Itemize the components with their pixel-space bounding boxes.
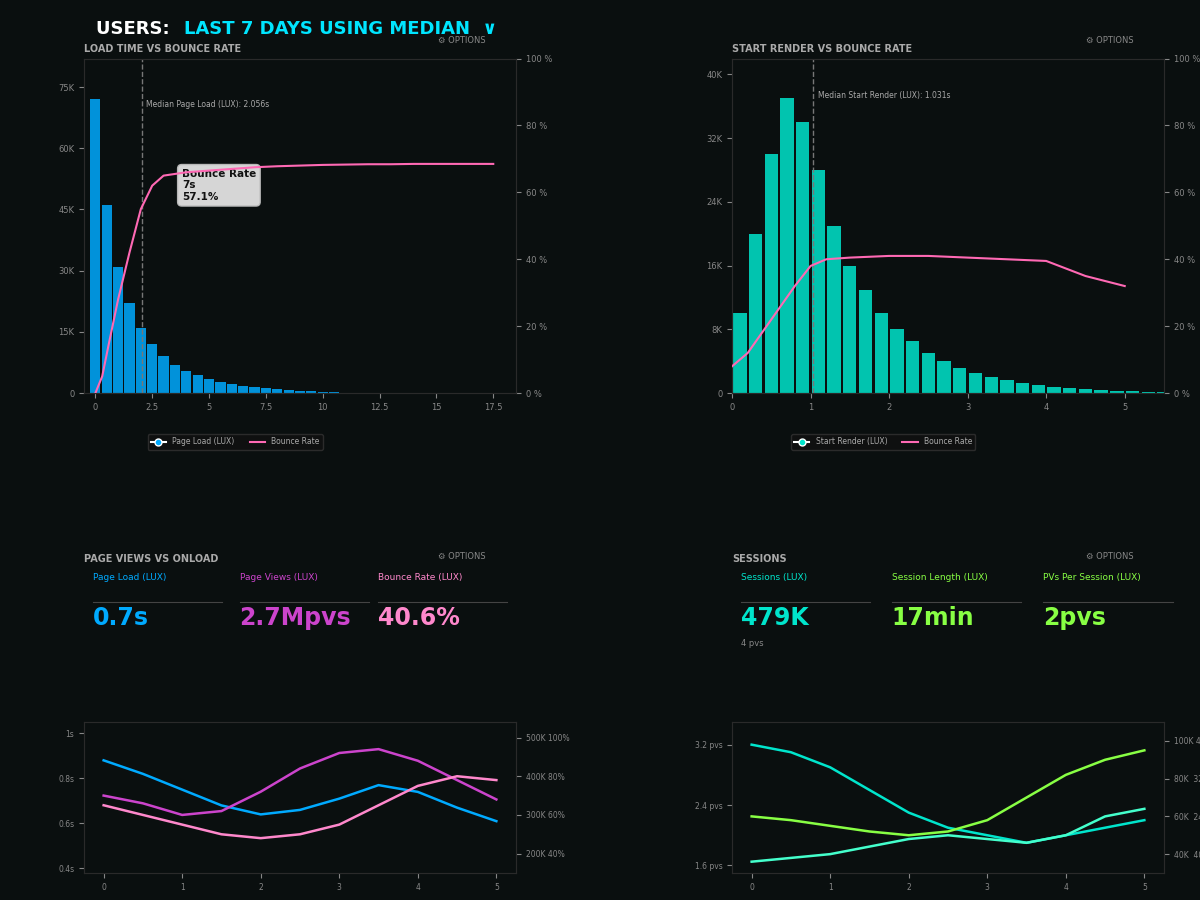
Text: 40.6%: 40.6%: [378, 607, 460, 630]
Bar: [1094, 390, 1108, 393]
Bar: [283, 390, 294, 393]
Text: Sessions (LUX): Sessions (LUX): [740, 573, 806, 582]
Text: Session Length (LUX): Session Length (LUX): [892, 573, 988, 582]
Text: Bounce Rate
7s
57.1%: Bounce Rate 7s 57.1%: [181, 168, 256, 202]
Bar: [1032, 385, 1045, 393]
Text: ⚙ OPTIONS: ⚙ OPTIONS: [1086, 552, 1134, 561]
Bar: [158, 356, 169, 393]
Text: 2.7Mpvs: 2.7Mpvs: [240, 607, 352, 630]
Bar: [1141, 392, 1154, 393]
Bar: [828, 226, 841, 393]
Bar: [1110, 391, 1123, 393]
Text: Median Page Load (LUX): 2.056s: Median Page Load (LUX): 2.056s: [145, 101, 269, 110]
Bar: [1126, 392, 1139, 393]
Text: Median Start Render (LUX): 1.031s: Median Start Render (LUX): 1.031s: [817, 91, 950, 100]
Text: USERS:: USERS:: [96, 20, 176, 38]
Bar: [968, 374, 982, 393]
Bar: [749, 234, 762, 393]
Bar: [764, 154, 778, 393]
Bar: [90, 99, 101, 393]
Text: 479K: 479K: [740, 607, 809, 630]
Bar: [859, 290, 872, 393]
Bar: [890, 329, 904, 393]
Bar: [906, 341, 919, 393]
Bar: [136, 328, 146, 393]
Bar: [1174, 392, 1187, 393]
Bar: [1016, 382, 1030, 393]
Text: START RENDER VS BOUNCE RATE: START RENDER VS BOUNCE RATE: [732, 43, 912, 54]
Bar: [1079, 389, 1092, 393]
Text: SESSIONS: SESSIONS: [732, 554, 787, 564]
Bar: [192, 374, 203, 393]
Text: 2pvs: 2pvs: [1043, 607, 1106, 630]
Text: 0.7s: 0.7s: [92, 607, 149, 630]
Bar: [1063, 388, 1076, 393]
Text: ⚙ OPTIONS: ⚙ OPTIONS: [438, 36, 486, 45]
Bar: [148, 344, 157, 393]
Bar: [306, 392, 317, 393]
Bar: [733, 313, 746, 393]
Text: ⚙ OPTIONS: ⚙ OPTIONS: [438, 552, 486, 561]
Bar: [811, 170, 826, 393]
Bar: [796, 122, 809, 393]
Text: PVs Per Session (LUX): PVs Per Session (LUX): [1043, 573, 1141, 582]
Bar: [844, 266, 857, 393]
Bar: [318, 392, 328, 393]
Text: LOAD TIME VS BOUNCE RATE: LOAD TIME VS BOUNCE RATE: [84, 43, 241, 54]
Text: LAST 7 DAYS USING MEDIAN  ∨: LAST 7 DAYS USING MEDIAN ∨: [184, 20, 497, 38]
Bar: [953, 367, 966, 393]
Text: 4 pvs: 4 pvs: [740, 639, 763, 648]
Bar: [875, 313, 888, 393]
Text: PAGE VIEWS VS ONLOAD: PAGE VIEWS VS ONLOAD: [84, 554, 218, 564]
Bar: [984, 377, 998, 393]
Bar: [170, 364, 180, 393]
Text: ⚙ OPTIONS: ⚙ OPTIONS: [1086, 36, 1134, 45]
Bar: [295, 391, 305, 393]
Bar: [922, 354, 935, 393]
Bar: [272, 389, 282, 393]
Bar: [125, 303, 134, 393]
Text: Page Load (LUX): Page Load (LUX): [92, 573, 166, 582]
Bar: [215, 382, 226, 393]
Bar: [250, 387, 259, 393]
Bar: [937, 361, 950, 393]
Bar: [780, 98, 793, 393]
Bar: [1048, 387, 1061, 393]
Bar: [1001, 381, 1014, 393]
Legend: Page Load (LUX), Bounce Rate: Page Load (LUX), Bounce Rate: [148, 435, 323, 449]
Bar: [227, 384, 236, 393]
Bar: [1157, 392, 1171, 393]
Bar: [113, 266, 124, 393]
Bar: [204, 379, 214, 393]
Bar: [102, 205, 112, 393]
Text: Bounce Rate (LUX): Bounce Rate (LUX): [378, 573, 462, 582]
Bar: [181, 371, 192, 393]
Legend: Start Render (LUX), Bounce Rate: Start Render (LUX), Bounce Rate: [791, 435, 976, 449]
Bar: [238, 386, 248, 393]
Text: Page Views (LUX): Page Views (LUX): [240, 573, 317, 582]
Text: 17min: 17min: [892, 607, 974, 630]
Bar: [260, 388, 271, 393]
